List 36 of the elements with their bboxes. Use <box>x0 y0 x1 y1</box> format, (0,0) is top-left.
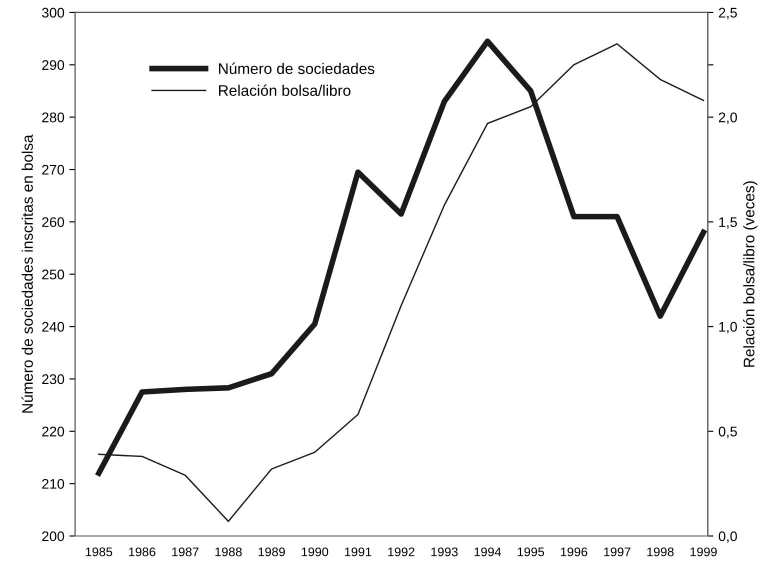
x-tick-label: 1997 <box>604 547 630 556</box>
x-tick-label: 1990 <box>302 547 328 556</box>
x-tick-label: 1995 <box>518 547 544 556</box>
x-tick-label: 1992 <box>388 547 414 556</box>
x-tick-label: 1996 <box>560 547 588 556</box>
y-axis-title: Número de sociedades inscritas en bolsa <box>22 134 33 413</box>
y-tick-label: 200 <box>42 531 64 542</box>
y2-tick-label: 0,0 <box>718 531 737 543</box>
x-tick-label: 1985 <box>86 547 112 556</box>
x-tick-label: 1998 <box>647 547 674 556</box>
x-tick-label: 1989 <box>258 547 285 556</box>
y-tick-label: 230 <box>42 374 64 384</box>
y-tick-label: 240 <box>42 322 64 332</box>
y2-tick-label: 0,5 <box>718 426 737 438</box>
x-tick-label: 1991 <box>345 547 372 556</box>
y2-tick-label: 2,0 <box>718 112 737 124</box>
y2-axis-title: Relación bolsa/libro (veces) <box>743 181 758 367</box>
y-tick-label: 250 <box>42 270 64 280</box>
y-tick-label: 300 <box>42 8 64 18</box>
y-tick-label: 270 <box>42 164 64 175</box>
y2-tick-label: 1,5 <box>719 217 737 229</box>
y-tick-label: 280 <box>42 112 64 122</box>
x-tick-label: 1987 <box>172 547 198 556</box>
legend-label: Número de sociedades <box>219 62 374 74</box>
x-tick-label: 1988 <box>215 547 242 556</box>
y-tick-label: 210 <box>42 478 64 489</box>
x-tick-label: 1994 <box>474 547 502 556</box>
x-tick-label: 1986 <box>129 547 156 556</box>
legend-label: Relación bolsa/libro <box>219 84 350 96</box>
x-tick-label: 1999 <box>690 547 717 556</box>
y-tick-label: 290 <box>42 60 64 70</box>
x-tick-label: 1993 <box>431 547 458 556</box>
y2-tick-label: 2,5 <box>718 8 737 20</box>
y-tick-label: 220 <box>42 426 64 436</box>
y-tick-label: 260 <box>42 217 64 228</box>
y2-tick-label: 1,0 <box>719 322 737 334</box>
